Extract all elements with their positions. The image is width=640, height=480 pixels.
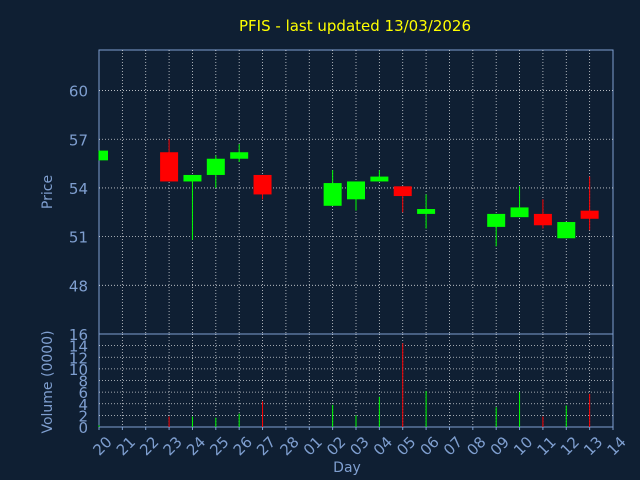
x-tick-label: 14 [604,433,630,459]
x-tick-label: 06 [417,433,443,459]
candle-body [253,174,272,195]
volume-tick-label: 0 [78,419,88,437]
candle-body [580,210,599,219]
x-axis-label: Day [333,460,361,476]
candle-body [230,152,249,159]
x-tick-label: 12 [557,433,583,459]
volume-tick-label: 2 [78,407,88,425]
price-tick-label: 48 [69,277,88,295]
x-tick-label: 09 [487,433,513,459]
volume-tick-label: 6 [78,384,88,402]
volume-tick-label: 4 [78,396,88,414]
x-axis: 2021222324252627280102030405060708091011… [90,427,630,459]
x-tick-label: 21 [113,433,139,459]
volume-tick-label: 8 [78,373,88,391]
x-tick-label: 02 [323,433,349,459]
x-tick-label: 07 [440,433,466,459]
x-tick-label: 26 [230,433,256,459]
volume-plot-frame [98,333,614,428]
candle-body [510,207,529,218]
price-tick-label: 60 [69,83,88,101]
x-tick-label: 04 [370,433,396,459]
x-tick-label: 08 [463,433,489,459]
candle-body [323,183,342,206]
volume-tick-label: 12 [69,349,88,367]
volume-tick-label: 14 [69,338,88,356]
candle-body [487,213,506,227]
candle-body [370,176,389,182]
x-tick-label: 03 [347,433,373,459]
candle-body [99,150,108,161]
candle-body [347,181,365,200]
price-tick-label: 54 [69,180,88,198]
x-tick-label: 05 [393,433,419,459]
volume-axis-label: Volume (0000) [40,330,56,433]
candle-body [557,222,576,239]
price-panel: 48 51 54 57 60 [69,49,614,335]
x-tick-label: 20 [90,433,116,459]
x-tick-label: 24 [183,433,209,459]
x-tick-label: 11 [533,433,559,459]
volume-tick-label: 16 [69,326,88,344]
candle-body [160,152,179,182]
x-tick-label: 25 [206,433,232,459]
x-tick-label: 23 [160,433,186,459]
chart-title: PFIS - last updated 13/03/2026 [239,17,471,35]
price-tick-label: 51 [69,229,88,247]
x-tick-label: 01 [300,433,326,459]
candle-body [533,213,552,226]
x-tick-label: 13 [580,433,606,459]
price-tick-label: 57 [69,131,88,149]
candle-body [417,209,436,214]
x-tick-label: 10 [510,433,536,459]
volume-tick-label: 10 [69,361,88,379]
candle-body [393,186,412,197]
price-axis-label: Price [40,175,56,209]
x-tick-label: 22 [136,433,162,459]
x-tick-label: 28 [276,433,302,459]
candle-body [206,158,225,175]
x-tick-label: 27 [253,433,279,459]
candle-body [183,174,202,182]
